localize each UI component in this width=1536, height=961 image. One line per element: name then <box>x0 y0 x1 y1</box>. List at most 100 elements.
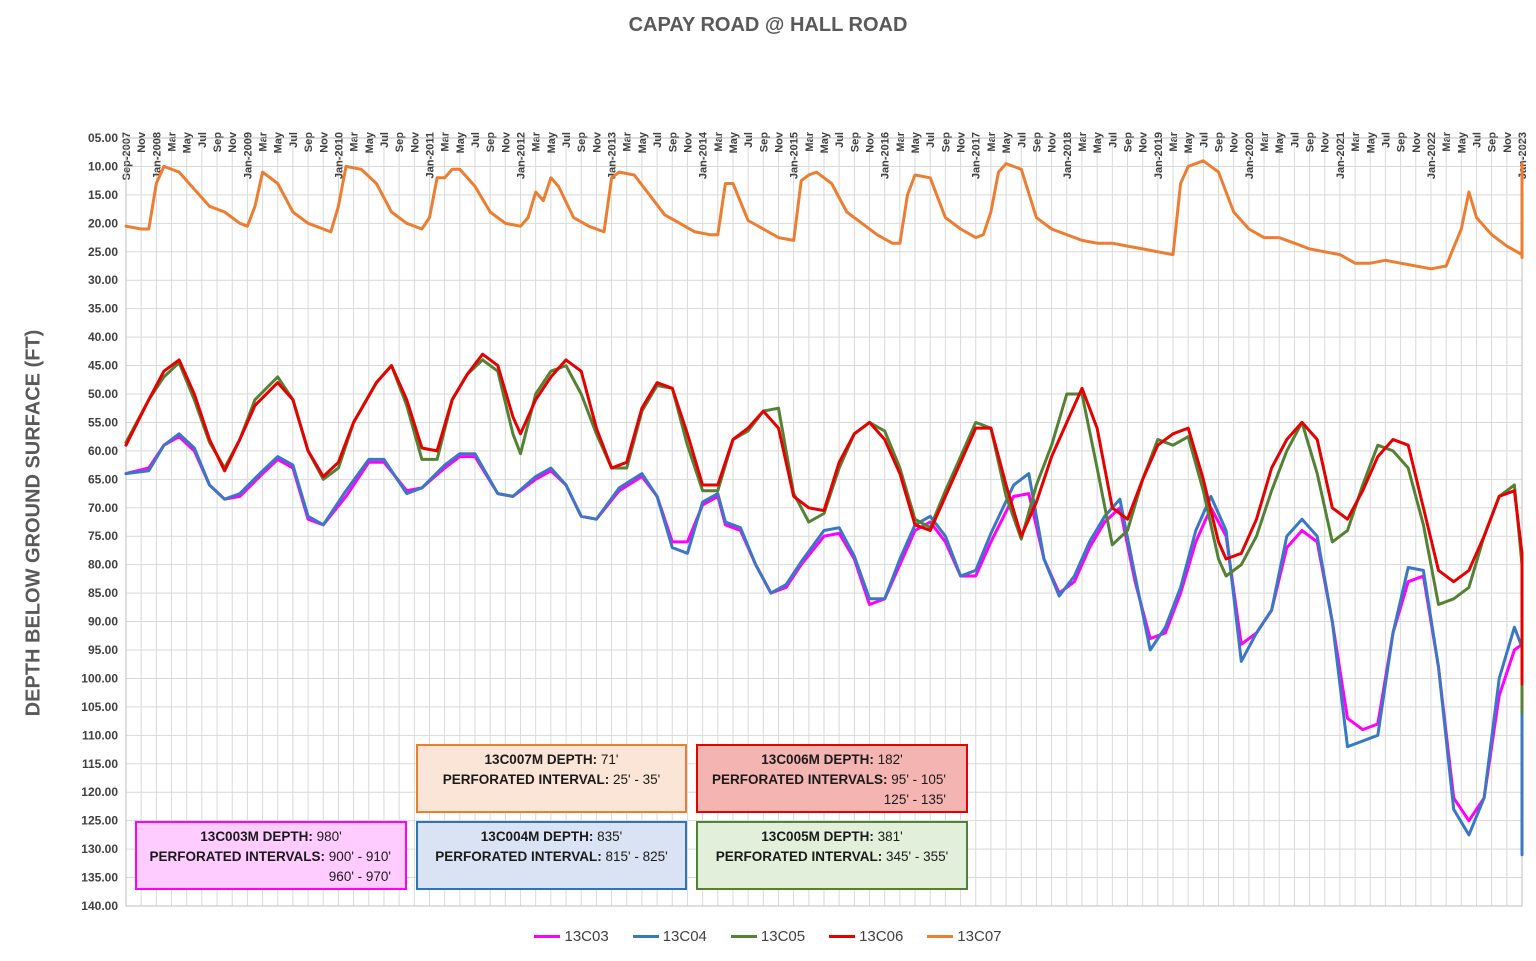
x-tick-label: Jul <box>925 132 937 148</box>
y-tick-label: 40.00 <box>88 330 118 344</box>
x-tick-label: Jan-2016 <box>880 132 892 179</box>
x-tick-label: Nov <box>591 131 603 153</box>
x-tick-label: Mar <box>1168 131 1180 151</box>
x-tick-label: Sep <box>485 132 497 152</box>
x-tick-label: Jul <box>1198 132 1210 148</box>
x-tick-label: Nov <box>500 131 512 153</box>
x-tick-label: May <box>1092 131 1104 153</box>
x-tick-label: Jan-2022 <box>1426 132 1438 179</box>
y-tick-label: 10.00 <box>88 159 118 173</box>
x-tick-label: Jan-2020 <box>1244 132 1256 179</box>
x-tick-label: Sep <box>212 132 224 152</box>
x-tick-label: Jan-2014 <box>698 131 710 179</box>
x-tick-label: May <box>637 131 649 153</box>
y-tick-label: 25.00 <box>88 245 118 259</box>
x-tick-label: Nov <box>409 131 421 153</box>
x-tick-label: Nov <box>682 131 694 153</box>
x-tick-label: Mar <box>1259 131 1271 151</box>
x-tick-label: Sep <box>1122 132 1134 152</box>
x-tick-label: Jan-2013 <box>607 132 619 179</box>
x-tick-label: Jan-2009 <box>242 132 254 179</box>
x-tick-label: Jul <box>834 132 846 148</box>
x-tick-label: Mar <box>167 131 179 151</box>
y-tick-label: 105.00 <box>81 700 118 714</box>
x-tick-label: Mar <box>622 131 634 151</box>
x-tick-label: Jul <box>1289 132 1301 148</box>
y-tick-label: 70.00 <box>88 501 118 515</box>
legend-swatch <box>730 935 757 938</box>
x-tick-label: Mar <box>895 131 907 151</box>
legend-swatch <box>534 935 561 938</box>
legend-item-13c06[interactable]: 13C06 <box>829 928 903 945</box>
x-tick-label: Nov <box>1320 131 1332 153</box>
y-tick-label: 55.00 <box>88 415 118 429</box>
y-tick-label: 135.00 <box>81 871 118 885</box>
x-tick-label: May <box>1001 131 1013 153</box>
x-tick-label: Sep <box>758 132 770 152</box>
legend-swatch <box>927 935 954 938</box>
plot-area <box>125 137 1523 907</box>
x-tick-label: Mar <box>804 131 816 151</box>
y-tick-label: 75.00 <box>88 529 118 543</box>
x-tick-label: Nov <box>227 131 239 153</box>
x-tick-label: Nov <box>1229 131 1241 153</box>
x-tick-label: Sep <box>1487 132 1499 152</box>
series-line-13c04 <box>124 432 1524 857</box>
x-tick-label: Jan-2021 <box>1335 132 1347 179</box>
legend-item-13c07[interactable]: 13C07 <box>927 928 1002 945</box>
x-tick-label: May <box>819 131 831 153</box>
y-tick-label: 30.00 <box>88 273 118 287</box>
x-tick-label: Mar <box>986 131 998 151</box>
legend-swatch <box>829 935 856 938</box>
legend-item-13c04[interactable]: 13C04 <box>632 928 707 945</box>
chart-title: CAPAY ROAD @ HALL ROAD <box>628 14 908 36</box>
x-tick-label: Jul <box>743 132 755 148</box>
x-tick-label: Jan-2008 <box>151 132 163 179</box>
legend-label: 13C07 <box>957 928 1002 945</box>
x-tick-label: Jul <box>1380 132 1392 148</box>
legend-label: 13C03 <box>564 928 609 945</box>
y-tick-label: 100.00 <box>81 671 118 685</box>
x-tick-label: Jul <box>1471 132 1483 148</box>
y-tick-label: 130.00 <box>81 842 118 856</box>
x-tick-label: May <box>546 131 558 153</box>
note-13c006m: 13C006M DEPTH: 182' PERFORATED INTERVALS… <box>696 744 968 813</box>
x-tick-label: Jan-2015 <box>789 132 801 179</box>
x-tick-label: May <box>364 131 376 153</box>
x-tick-label: Sep <box>667 132 679 152</box>
x-tick-label: Mar <box>258 131 270 151</box>
x-tick-label: Mar <box>1441 131 1453 151</box>
x-tick-label: Nov <box>318 131 330 153</box>
x-tick-label: May <box>1274 131 1286 153</box>
y-tick-label: 120.00 <box>81 785 118 799</box>
y-tick-label: 80.00 <box>88 558 118 572</box>
x-tick-label: Nov <box>956 131 968 153</box>
x-tick-label: Jul <box>561 132 573 148</box>
x-tick-label: Jul <box>1016 132 1028 148</box>
x-tick-label: Mar <box>349 131 361 151</box>
x-tick-label: Sep <box>1031 132 1043 152</box>
x-tick-label: Jan-2011 <box>424 132 436 178</box>
series-line-13c06 <box>124 352 1524 686</box>
x-tick-label: Nov <box>1138 131 1150 153</box>
y-tick-label: 50.00 <box>88 387 118 401</box>
x-tick-label: Jan-2023 <box>1517 132 1529 179</box>
x-tick-label: Nov <box>1411 131 1423 153</box>
legend-item-13c03[interactable]: 13C03 <box>534 928 609 945</box>
x-tick-label: Mar <box>1077 131 1089 151</box>
x-tick-label: May <box>1456 131 1468 153</box>
y-tick-label: 65.00 <box>88 472 118 486</box>
x-tick-label: May <box>1183 131 1195 153</box>
y-tick-label: 20.00 <box>88 216 118 230</box>
x-tick-label: Nov <box>1047 131 1059 153</box>
x-tick-label: Mar <box>713 131 725 151</box>
legend-item-13c05[interactable]: 13C05 <box>730 928 806 945</box>
x-tick-label: May <box>728 131 740 153</box>
legend-label: 13C04 <box>662 928 707 945</box>
x-tick-label: Sep-2007 <box>121 132 133 180</box>
x-tick-label: Jan-2017 <box>971 132 983 179</box>
legend-label: 13C05 <box>760 928 806 945</box>
x-tick-label: Sep <box>394 132 406 152</box>
legend-label: 13C06 <box>859 928 904 945</box>
y-tick-label: 60.00 <box>88 444 118 458</box>
